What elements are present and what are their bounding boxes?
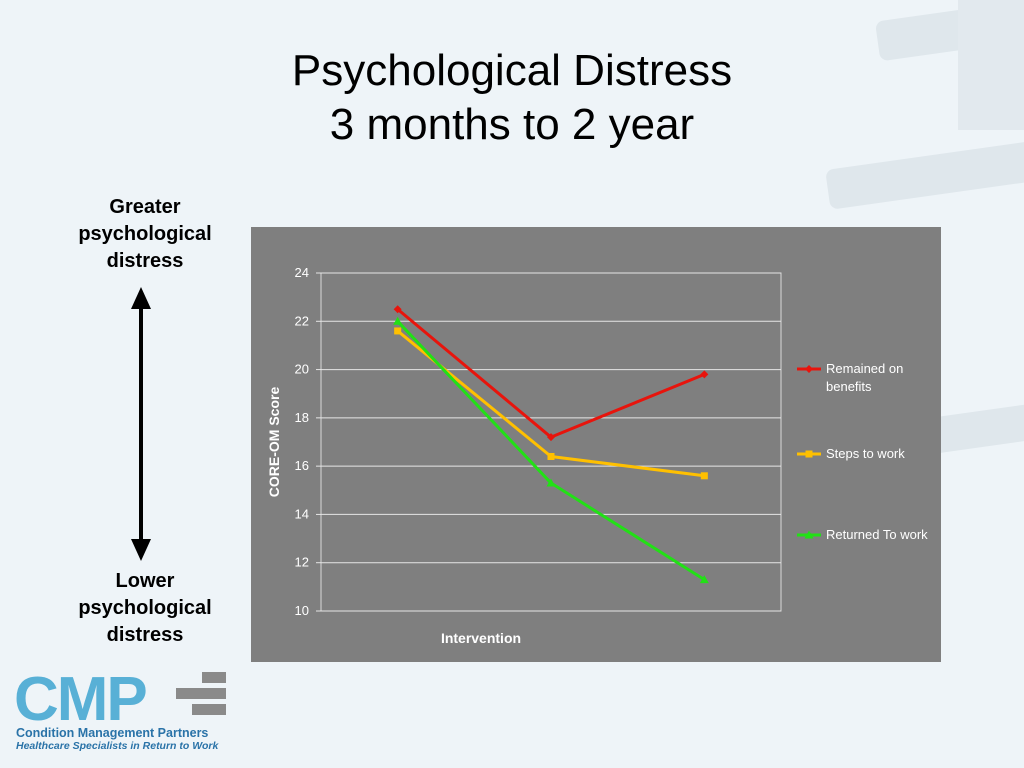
legend-label-line: benefits (826, 379, 872, 394)
legend-label-remained-on-benefits: Remained on benefits (826, 361, 903, 394)
logo-tagline: Healthcare Specialists in Return to Work (16, 740, 219, 752)
lower-label-line: psychological (78, 597, 212, 619)
y-tick-label: 22 (295, 313, 309, 328)
lower-label-line: distress (106, 624, 184, 646)
data-point-steps-to-work (394, 327, 402, 335)
y-tick-label: 10 (295, 603, 309, 618)
data-point-returned-to-work (546, 478, 556, 487)
data-point-returned-to-work (393, 316, 403, 325)
legend-marker-steps-to-work (805, 450, 813, 458)
greater-label-line: Greater (109, 196, 181, 218)
data-point-remained-on-benefits (547, 433, 555, 442)
plot-area (320, 272, 782, 612)
y-axis-label: CORE-OM Score (266, 387, 282, 498)
data-point-returned-to-work (699, 575, 709, 584)
y-tick-label: 24 (295, 265, 309, 280)
greater-distress-label: Greater psychological distress (50, 194, 240, 275)
greater-label-line: distress (106, 250, 184, 272)
y-tick-label: 16 (295, 458, 309, 473)
legend-marker-remained-on-benefits (805, 365, 813, 373)
cmp-logo: CMP Condition Management Partners Health… (14, 665, 254, 758)
legend-label-line: Remained on (826, 361, 903, 376)
double-arrow-icon (131, 287, 151, 561)
y-tick-label: 14 (295, 506, 309, 521)
logo-letters: CMP (14, 665, 148, 734)
x-axis-label: Intervention (441, 630, 521, 646)
data-point-remained-on-benefits (393, 305, 402, 314)
legend-label-returned-to-work: Returned To work (826, 527, 928, 542)
title-line-1: Psychological Distress (291, 46, 733, 95)
y-tick-label: 12 (295, 555, 309, 570)
title-line-2: 3 months to 2 year (329, 100, 695, 149)
logo-bars-icon (176, 672, 226, 715)
slide-title: Psychological Distress 3 months to 2 yea… (0, 44, 1024, 152)
legend-label-steps-to-work: Steps to work (826, 446, 905, 461)
line-chart: 10 12 14 16 18 20 22 24 Intervention CORE-OM Scor… (266, 265, 928, 646)
chart-panel: 10 12 14 16 18 20 22 24 Intervention CORE-OM Scor… (251, 227, 941, 662)
lower-distress-label: Lower psychological distress (50, 568, 240, 649)
greater-label-line: psychological (78, 223, 212, 245)
data-point-steps-to-work (700, 472, 708, 480)
logo-company-name: Condition Management Partners (16, 726, 209, 740)
data-point-remained-on-benefits (700, 370, 709, 379)
data-point-steps-to-work (547, 452, 555, 460)
y-tick-label: 20 (295, 362, 309, 377)
legend-marker-returned-to-work (804, 530, 814, 539)
y-tick-label: 18 (295, 410, 309, 425)
lower-label-line: Lower (115, 570, 175, 592)
